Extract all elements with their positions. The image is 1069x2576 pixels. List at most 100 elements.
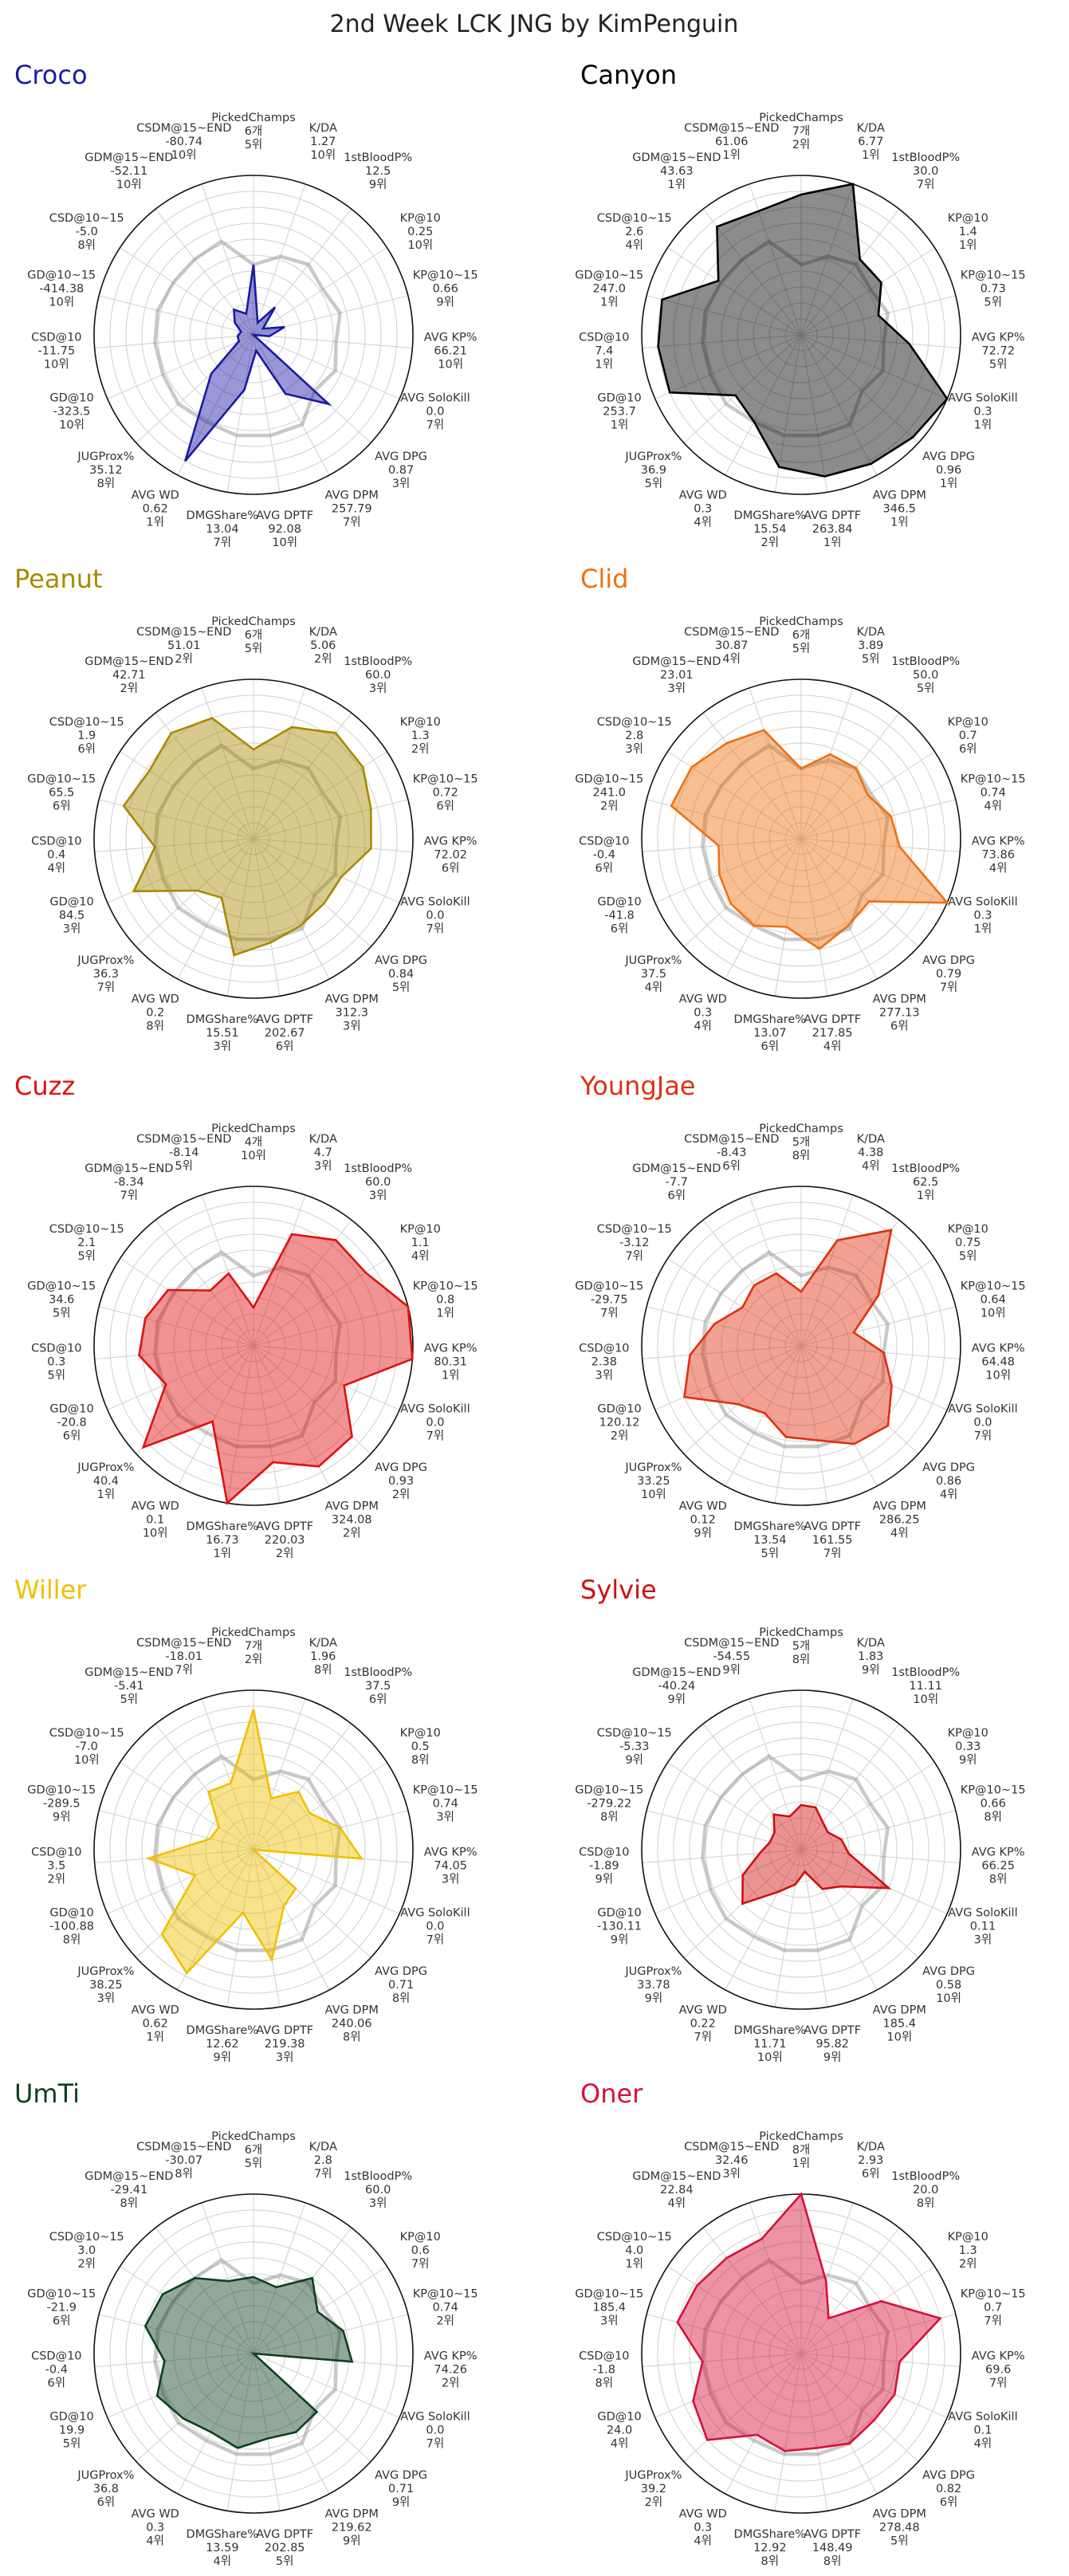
axis-label: AVG KP% 80.31 1위 <box>424 1343 478 1382</box>
axis-rank: 3위 <box>314 1159 332 1173</box>
axis-name: DMGShare% <box>187 1520 259 1533</box>
axis-label: CSDM@15~END -18.01 7위 <box>136 1637 231 1677</box>
reference-line <box>701 742 890 942</box>
grid-spoke <box>800 2266 935 2354</box>
axis-rank: 1위 <box>974 419 992 432</box>
axis-name: CSDM@15~END <box>136 1133 231 1146</box>
axis-label: K/DA 1.27 10위 <box>309 122 337 162</box>
axis-name: CSD@10~15 <box>49 716 124 729</box>
axis-label: AVG WD 0.3 4위 <box>132 2507 179 2547</box>
axis-label: DMGShare% 13.54 5위 <box>734 1520 807 1560</box>
axis-label: CSD@10~15 2.8 3위 <box>597 716 672 756</box>
axis-value: 33.25 <box>637 1475 670 1488</box>
grid-spoke <box>800 1345 919 1454</box>
axis-label: PickedChamps 7개 2위 <box>759 112 843 151</box>
axis-label: CSD@10~15 -7.0 10위 <box>49 1727 124 1767</box>
axis-rank: 4위 <box>645 981 663 994</box>
axis-rank: 7위 <box>984 2314 1002 2328</box>
axis-value: 33.78 <box>637 1979 670 1992</box>
axis-rank: 3위 <box>63 922 81 936</box>
axis-value: 2.8 <box>314 2154 332 2167</box>
axis-rank: 5위 <box>245 2157 263 2170</box>
axis-value: 34.6 <box>49 1294 74 1307</box>
axis-value: 0.7 <box>959 730 977 742</box>
axis-value: -40.24 <box>658 1680 695 1693</box>
axis-value: 11.11 <box>909 1680 942 1693</box>
axis-label: AVG DPG 0.86 4위 <box>922 1461 975 1501</box>
axis-rank: 10위 <box>886 2030 912 2043</box>
axis-name: CSDM@15~END <box>136 1637 231 1650</box>
grid-spoke <box>253 2227 352 2354</box>
axis-name: K/DA <box>857 1133 885 1146</box>
axis-value: -41.8 <box>604 910 635 922</box>
grid-spoke <box>683 2353 802 2462</box>
axis-rank: 7위 <box>917 178 935 191</box>
grid-spoke <box>702 1219 802 1347</box>
axis-value: 2.6 <box>625 226 643 238</box>
axis-label: AVG DPTF 202.85 5위 <box>256 2528 313 2568</box>
grid-spoke <box>253 838 281 997</box>
axis-value: -54.55 <box>713 1650 750 1663</box>
axis-value: 74.26 <box>434 2364 467 2377</box>
axis-label: 1stBloodP% 60.0 3위 <box>344 655 412 695</box>
axis-rank: 1위 <box>917 1189 935 1202</box>
axis-label: CSD@10 -1.8 8위 <box>579 2350 629 2390</box>
outer-ring <box>93 2193 414 2514</box>
grid-spoke <box>107 334 254 399</box>
axis-rank: 10위 <box>116 178 142 191</box>
grid-spoke <box>683 1345 802 1454</box>
axis-label: GD@10~15 -21.9 6위 <box>27 2288 96 2328</box>
axis-name: AVG WD <box>132 2004 179 2016</box>
grid-spoke <box>98 1810 254 1850</box>
axis-value: 0.93 <box>388 1475 414 1488</box>
axis-value: 0.72 <box>433 787 458 800</box>
axis-label: CSD@10 0.4 4위 <box>31 836 81 875</box>
axis-name: AVG DPG <box>375 2469 427 2482</box>
axis-label: CSDM@15~END 51.01 2위 <box>136 626 231 666</box>
axis-rank: 9위 <box>595 1873 614 1886</box>
axis-rank: 9위 <box>722 1663 741 1677</box>
axis-rank: 10위 <box>59 419 84 432</box>
axis-rank: 8위 <box>761 2554 780 2568</box>
axis-value: 1.3 <box>411 730 430 742</box>
axis-label: CSDM@15~END -54.55 9위 <box>684 1637 779 1677</box>
axis-name: AVG DPM <box>325 489 379 501</box>
axis-name: AVG DPM <box>873 489 926 501</box>
series-name: Cuzz <box>14 1071 75 1101</box>
series-name: Croco <box>14 60 88 90</box>
axis-name: KP@10 <box>948 212 988 225</box>
axis-label: 1stBloodP% 37.5 6위 <box>344 1666 412 1706</box>
axis-rank: 8위 <box>823 2554 842 2568</box>
axis-value: 74.05 <box>434 1860 467 1873</box>
grid-spoke <box>253 2353 281 2511</box>
axis-value: 5.06 <box>310 639 336 652</box>
grid-spoke <box>253 183 306 336</box>
axis-name: CSDM@15~END <box>684 2141 779 2153</box>
axis-label: GDM@15~END -52.11 10위 <box>84 151 173 191</box>
axis-name: GD@10~15 <box>575 1280 643 1293</box>
axis-label: CSDM@15~END -80.74 10위 <box>136 122 231 162</box>
axis-label: AVG SoloKill 0.1 4위 <box>948 2411 1017 2451</box>
axis-name: AVG KP% <box>972 2350 1025 2363</box>
grid-spoke <box>177 334 254 476</box>
axis-label: DMGShare% 16.73 1위 <box>187 1520 259 1560</box>
axis-value: -323.5 <box>53 406 91 419</box>
axis-label: AVG DPG 0.71 8위 <box>375 1965 427 2005</box>
axis-rank: 1위 <box>625 2257 643 2271</box>
axis-value: 219.38 <box>265 2038 305 2051</box>
axis-label: PickedChamps 7개 2위 <box>211 1626 296 1666</box>
axis-name: PickedChamps <box>211 112 296 124</box>
axis-label: AVG DPM 346.5 1위 <box>873 489 926 529</box>
series-name: Clid <box>580 564 628 594</box>
axis-label: GD@10~15 -29.75 7위 <box>575 1280 643 1320</box>
axis-name: GDM@15~END <box>632 655 721 668</box>
figure-title: 2nd Week LCK JNG by KimPenguin <box>330 10 739 38</box>
axis-name: KP@10~15 <box>961 773 1026 786</box>
axis-label: GDM@15~END 43.63 1위 <box>632 151 721 191</box>
grid-spoke <box>120 751 254 840</box>
grid-spoke <box>800 799 957 840</box>
axis-rank: 6위 <box>53 800 71 813</box>
axis-value: 64.48 <box>981 1356 1015 1369</box>
axis-rank: 4위 <box>694 2534 712 2547</box>
axis-label: PickedChamps 6개 5위 <box>211 112 296 151</box>
